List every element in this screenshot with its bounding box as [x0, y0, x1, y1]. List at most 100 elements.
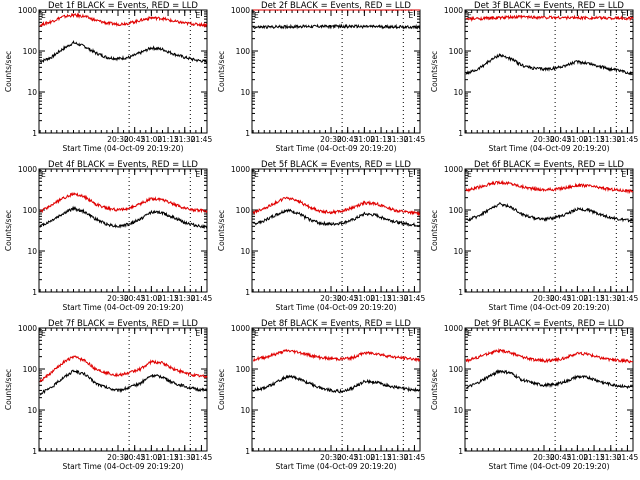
marker-label: E: [622, 11, 627, 20]
x-tick-label: 20:30: [107, 135, 129, 144]
series-line-lld: [253, 348, 421, 363]
x-tick-label: 21:00: [567, 135, 589, 144]
x-axis-label: Start Time (04-Oct-09 20:19:20): [488, 144, 609, 153]
marker-label: E: [196, 170, 201, 179]
y-tick-label: 10: [240, 247, 250, 256]
y-tick-label: 10: [27, 88, 37, 97]
y-tick-label: 1000: [231, 6, 250, 15]
axes-frame: [38, 9, 208, 134]
series-line-events: [39, 369, 208, 396]
y-axis-label: Counts/sec: [430, 369, 439, 410]
x-tick-label: 21:15: [370, 453, 392, 462]
corner-label: E: [41, 11, 46, 20]
x-tick-label: 20:30: [533, 294, 555, 303]
y-tick-label: 1000: [18, 6, 37, 15]
axes-frame: [464, 9, 634, 134]
axes-frame: [251, 168, 421, 293]
marker-label: E: [196, 11, 201, 20]
x-tick-label: 20:30: [107, 453, 129, 462]
x-axis-label: Start Time (04-Oct-09 20:19:20): [275, 144, 396, 153]
x-tick-label: 21:15: [370, 294, 392, 303]
y-tick-label: 1000: [231, 165, 250, 174]
marker-label: E: [409, 170, 414, 179]
axes-frame: [464, 327, 634, 452]
y-axis-label: Counts/sec: [217, 210, 226, 251]
x-tick-label: 21:45: [191, 294, 213, 303]
x-axis-label: Start Time (04-Oct-09 20:19:20): [62, 462, 183, 471]
series-line-events: [465, 369, 633, 390]
corner-label: E: [41, 170, 46, 179]
corner-label: E: [41, 329, 46, 338]
series-line-events: [252, 23, 421, 30]
x-tick-label: 21:45: [617, 453, 639, 462]
panel-title: Det 9f BLACK = Events, RED = LLD: [474, 319, 624, 329]
series-line-lld: [465, 179, 634, 195]
axes-frame: [464, 168, 634, 293]
y-tick-label: 100: [449, 206, 464, 215]
corner-label: E: [254, 170, 259, 179]
series-line-lld: [253, 9, 420, 12]
series-line-events: [252, 374, 421, 394]
x-tick-label: 20:30: [320, 294, 342, 303]
y-tick-label: 1000: [18, 165, 37, 174]
series-line-lld: [465, 347, 634, 364]
corner-label: E: [467, 329, 472, 338]
y-tick-label: 100: [23, 365, 38, 374]
axes-frame: [251, 327, 421, 452]
y-tick-label: 1: [458, 288, 463, 297]
x-tick-label: 20:45: [337, 294, 359, 303]
series-line-lld: [465, 14, 634, 23]
series-line-events: [39, 205, 208, 230]
marker-label: E: [409, 329, 414, 338]
panel-title: Det 8f BLACK = Events, RED = LLD: [261, 319, 411, 329]
y-tick-label: 1: [245, 288, 250, 297]
x-tick-label: 21:30: [174, 453, 196, 462]
x-tick-label: 21:30: [174, 294, 196, 303]
x-tick-label: 21:00: [567, 453, 589, 462]
y-tick-label: 1000: [18, 324, 37, 333]
y-tick-label: 1: [245, 447, 250, 456]
y-tick-label: 1000: [444, 165, 463, 174]
x-axis-label: Start Time (04-Oct-09 20:19:20): [488, 462, 609, 471]
x-tick-label: 21:00: [141, 453, 163, 462]
x-tick-label: 21:00: [141, 294, 163, 303]
x-tick-label: 21:45: [404, 294, 426, 303]
x-tick-label: 20:45: [337, 453, 359, 462]
x-tick-label: 21:15: [583, 135, 605, 144]
x-tick-label: 21:15: [583, 453, 605, 462]
y-tick-label: 10: [453, 88, 463, 97]
axes-frame: [251, 9, 421, 134]
marker-label: E: [196, 329, 201, 338]
corner-label: E: [467, 11, 472, 20]
series-line-lld: [252, 196, 421, 217]
x-tick-label: 20:45: [124, 453, 146, 462]
panel-title: Det 5f BLACK = Events, RED = LLD: [261, 160, 411, 170]
y-axis-label: Counts/sec: [4, 210, 13, 251]
y-tick-label: 1000: [444, 324, 463, 333]
x-tick-label: 21:15: [370, 135, 392, 144]
panel-title: Det 4f BLACK = Events, RED = LLD: [48, 160, 198, 170]
x-tick-label: 20:45: [550, 135, 572, 144]
x-tick-label: 20:30: [533, 135, 555, 144]
x-tick-label: 21:30: [387, 453, 409, 462]
y-tick-label: 100: [236, 47, 251, 56]
axes-frame: [38, 327, 208, 452]
y-tick-label: 10: [27, 247, 37, 256]
x-tick-label: 21:15: [157, 453, 179, 462]
x-tick-label: 21:30: [387, 135, 409, 144]
y-tick-label: 1000: [444, 6, 463, 15]
series-line-lld: [39, 12, 208, 28]
x-tick-label: 20:30: [320, 453, 342, 462]
y-tick-label: 1: [32, 447, 37, 456]
x-axis-label: Start Time (04-Oct-09 20:19:20): [62, 303, 183, 312]
y-tick-label: 10: [27, 406, 37, 415]
x-tick-label: 21:45: [404, 135, 426, 144]
y-tick-label: 10: [240, 406, 250, 415]
y-tick-label: 10: [453, 247, 463, 256]
x-tick-label: 20:45: [124, 135, 146, 144]
